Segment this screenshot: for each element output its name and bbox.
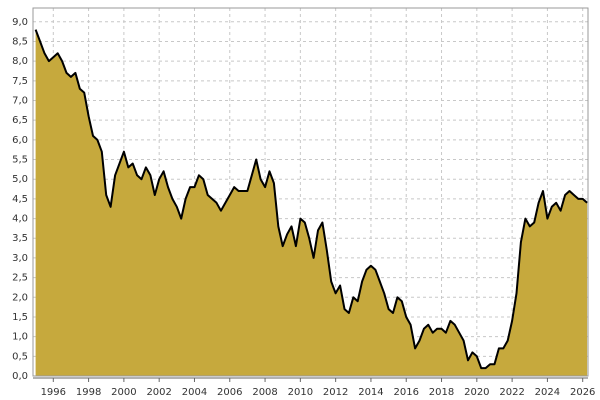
y-tick-label: 5,5 [12,155,28,166]
x-tick-label: 2012 [323,387,348,398]
x-tick-label: 2016 [394,387,419,398]
x-tick-label: 2026 [570,387,595,398]
x-tick-label: 2014 [358,387,383,398]
y-tick-label: 1,0 [12,332,28,343]
plot-border [32,7,589,377]
y-tick-label: 2,5 [12,273,28,284]
y-tick-label: 6,0 [12,135,28,146]
x-tick-label: 2022 [499,387,524,398]
x-tick-label: 2010 [288,387,313,398]
y-tick-label: 5,0 [12,174,28,185]
y-tick-label: 7,0 [12,95,28,106]
y-tick-label: 0,0 [12,371,28,382]
y-tick-label: 8,5 [12,36,28,47]
y-tick-label: 3,0 [12,253,28,264]
area [35,29,588,376]
y-tick-label: 2,0 [12,292,28,303]
x-tick-label: 2006 [217,387,242,398]
x-tick-label: 2008 [252,387,277,398]
x-tick-label: 2018 [429,387,454,398]
x-tick-label: 1998 [76,387,101,398]
x-tick-label: 2002 [146,387,171,398]
x-tick-label: 2004 [182,387,207,398]
y-tick-label: 7,5 [12,76,28,87]
y-tick-label: 4,5 [12,194,28,205]
y-tick-label: 4,0 [12,214,28,225]
y-tick-label: 9,0 [12,17,28,28]
x-tick-label: 2024 [535,387,560,398]
y-tick-label: 1,5 [12,312,28,323]
x-tick-label: 1996 [41,387,66,398]
y-tick-label: 6,5 [12,115,28,126]
y-tick-label: 0,5 [12,351,28,362]
x-tick-label: 2020 [464,387,489,398]
x-tick-label: 2000 [111,387,136,398]
y-tick-label: 3,5 [12,233,28,244]
y-tick-label: 8,0 [12,56,28,67]
line [34,29,588,370]
